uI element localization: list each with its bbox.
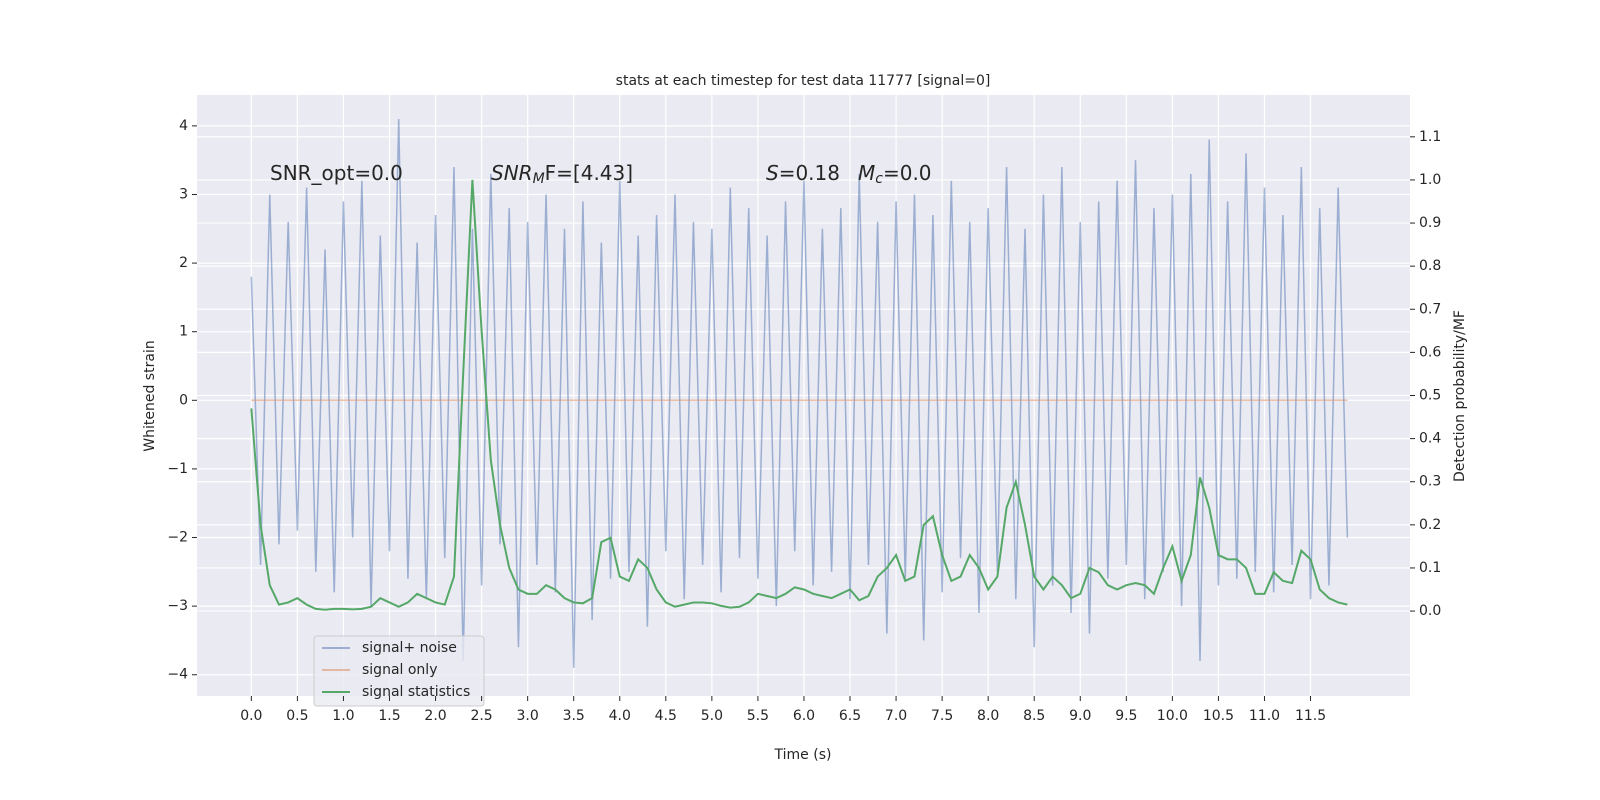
x-tick-label: 5.5	[747, 708, 769, 724]
x-axis-label: Time (s)	[774, 747, 832, 763]
y2-tick-label: 1.0	[1419, 172, 1441, 188]
x-tick-label: 10.0	[1157, 708, 1188, 724]
x-tick-label: 11.0	[1249, 708, 1280, 724]
lines	[250, 118, 1349, 668]
series-line	[250, 179, 1348, 611]
y2-tick-label: 0.4	[1419, 431, 1441, 447]
legend-box	[313, 635, 485, 707]
y-tick-label: −1	[167, 461, 188, 477]
x-tick-label: 4.0	[609, 708, 631, 724]
y-tick-label: −4	[167, 667, 188, 683]
x-tick-label: 2.5	[470, 708, 492, 724]
y2-tick-label: 0.3	[1419, 474, 1441, 490]
y2-tick-label: 0.8	[1419, 258, 1441, 274]
x-tick-label: 9.5	[1115, 708, 1137, 724]
y-axis-label: Whitened strain	[142, 340, 158, 451]
annotation-text: M	[533, 171, 545, 187]
annotation-text: S	[766, 161, 779, 185]
y-tick-label: 3	[179, 186, 188, 202]
y-tick-label: 1	[179, 324, 188, 340]
y2-tick-label: 1.1	[1419, 129, 1441, 145]
y-tick-label: 2	[179, 255, 188, 271]
series-line	[250, 118, 1349, 668]
y-tick-label: 0	[179, 392, 188, 408]
x-tick-label: 7.5	[931, 708, 953, 724]
x-tick-label: 11.5	[1295, 708, 1326, 724]
annotation-text: =0.18	[779, 161, 840, 185]
x-tick-label: 9.0	[1069, 708, 1091, 724]
annotation: SNRMF=[4.43]	[491, 161, 633, 188]
y2-tick-label: 0.0	[1419, 603, 1441, 619]
annotation-text: =0.0	[883, 161, 932, 185]
x-tick-label: 4.5	[655, 708, 677, 724]
annotation-text: SNR	[491, 161, 533, 185]
legend-label: signal only	[362, 662, 437, 678]
y-tick-label: 4	[179, 118, 188, 134]
y2-tick-label: 0.5	[1419, 388, 1441, 404]
annotation-text: c	[875, 171, 883, 187]
x-tick-label: 0.0	[240, 708, 262, 724]
x-tick-label: 8.5	[1023, 708, 1045, 724]
x-tick-label: 8.0	[977, 708, 999, 724]
legend-label: signal statistics	[362, 684, 470, 700]
x-tick-label: 3.0	[517, 708, 539, 724]
y-tick-label: −2	[167, 530, 188, 546]
y2-tick-label: 0.9	[1419, 215, 1441, 231]
y2-axis-label: Detection probability/MF	[1452, 310, 1468, 482]
y2-tick-label: 0.1	[1419, 560, 1441, 576]
x-tick-label: 2.0	[424, 708, 446, 724]
annotation: S=0.18 Mc=0.0	[766, 161, 932, 188]
annotation: SNR_opt=0.0	[270, 161, 403, 185]
x-tick-label: 1.5	[378, 708, 400, 724]
x-tick-label: 5.0	[701, 708, 723, 724]
x-tick-label: 7.0	[885, 708, 907, 724]
y2-tick-label: 0.7	[1419, 301, 1441, 317]
chart-title: stats at each timestep for test data 117…	[616, 73, 991, 89]
x-tick-label: 10.5	[1203, 708, 1234, 724]
x-tick-label: 0.5	[286, 708, 308, 724]
x-tick-label: 3.5	[563, 708, 585, 724]
y2-tick-label: 0.6	[1419, 344, 1441, 360]
legend-label: signal+ noise	[362, 640, 457, 656]
annotation-text: SNR_opt=0.0	[270, 161, 403, 185]
y-tick-label: −3	[167, 598, 188, 614]
x-tick-label: 6.0	[793, 708, 815, 724]
legend: signal+ noise signal only signal statistic…	[313, 635, 485, 707]
y2-tick-label: 0.2	[1419, 517, 1441, 533]
annotation-text: M	[858, 161, 875, 185]
annotation-text: F=[4.43]	[545, 161, 633, 185]
x-tick-label: 6.5	[839, 708, 861, 724]
x-tick-label: 1.0	[332, 708, 354, 724]
